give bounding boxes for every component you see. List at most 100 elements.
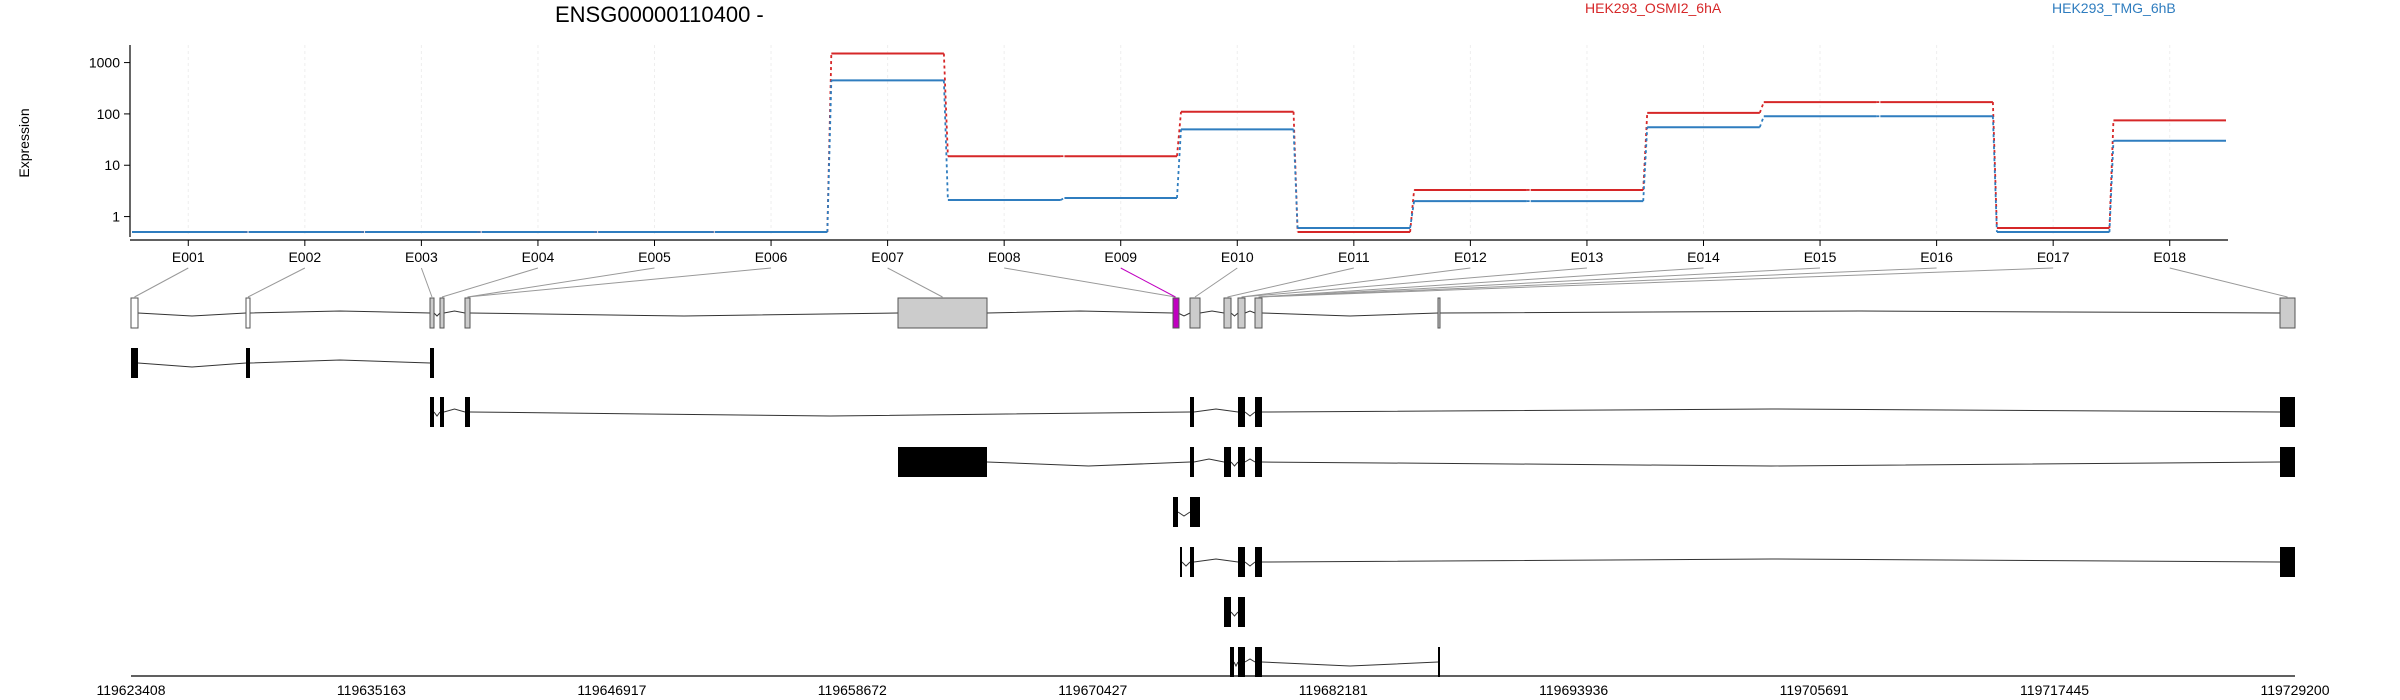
genomic-tick-label: 119693936	[1539, 682, 1608, 698]
transcript-3-exon	[1238, 447, 1245, 477]
x-tick-label-E007: E007	[871, 249, 904, 265]
gene-exon	[1223, 297, 1232, 329]
transcript-4-intron	[1177, 511, 1191, 517]
x-tick-label-E015: E015	[1804, 249, 1837, 265]
exon-link-E015	[1258, 267, 1821, 298]
gene-exon	[1189, 297, 1201, 329]
gene-exon	[464, 297, 471, 329]
transcript-4-exon	[1190, 497, 1200, 527]
transcript-4-exon	[1173, 497, 1178, 527]
exon-link-E006	[467, 267, 772, 298]
gene-intron	[1261, 312, 1439, 317]
legend-series-1: HEK293_OSMI2_6hA	[1585, 0, 1722, 16]
transcript-7-intron	[1244, 658, 1256, 663]
x-tick-label-E011: E011	[1338, 249, 1370, 265]
transcript-3-exon	[2280, 447, 2295, 477]
gene-exon	[1254, 297, 1263, 329]
exon-link-E001	[134, 267, 189, 298]
x-tick-label-E016: E016	[1920, 249, 1953, 265]
gene-intron	[1244, 310, 1256, 314]
exon-link-E018	[2169, 267, 2288, 298]
x-tick-label-E008: E008	[988, 249, 1021, 265]
transcript-2-exon	[1190, 397, 1194, 427]
transcript-3-exon	[1255, 447, 1262, 477]
genomic-tick-label: 119646917	[577, 682, 646, 698]
transcript-1-exon	[430, 348, 434, 378]
y-tick-label: 1	[112, 209, 120, 225]
gene-intron	[249, 310, 431, 314]
gene-intron	[433, 312, 441, 317]
exon-link-E009	[1120, 267, 1176, 298]
transcript-5-exon	[1238, 547, 1245, 577]
transcript-6-exon	[1238, 597, 1245, 627]
genomic-tick-label: 119729200	[2260, 682, 2329, 698]
gene-exon	[897, 297, 988, 329]
transcript-5-intron	[1244, 561, 1256, 567]
series-2-connector	[1292, 129, 1299, 228]
gene-intron	[1439, 310, 2281, 314]
gene-intron	[986, 310, 1174, 314]
series-2-connector	[1176, 129, 1182, 199]
x-tick-label-E003: E003	[405, 249, 438, 265]
exon-link-E002	[247, 267, 306, 298]
transcript-6-intron	[1230, 611, 1239, 617]
series-1-connector	[1758, 101, 1765, 114]
transcript-7-exon	[1238, 647, 1245, 677]
transcript-3-exon	[1190, 447, 1194, 477]
x-tick-label-E006: E006	[755, 249, 788, 265]
transcript-2-exon	[430, 397, 434, 427]
transcript-2-intron	[433, 411, 441, 417]
exon-link-E003	[420, 267, 433, 298]
x-tick-label-E014: E014	[1687, 249, 1720, 265]
transcript-2-intron	[1193, 408, 1239, 413]
transcript-7-exon	[1438, 647, 1440, 677]
transcript-2-exon	[1238, 397, 1245, 427]
gene-exon	[439, 297, 445, 329]
gene-intron	[443, 310, 466, 314]
gene-exon	[1437, 297, 1441, 329]
exon-link-E008	[1004, 267, 1176, 298]
legend-series-2: HEK293_TMG_6hB	[2052, 0, 2176, 16]
transcript-2-exon	[2280, 397, 2295, 427]
gene-exon	[130, 297, 139, 329]
transcript-1-exon	[246, 348, 250, 378]
genomic-tick-label: 119670427	[1058, 682, 1127, 698]
exon-link-E004	[441, 267, 539, 298]
genomic-tick-label: 119682181	[1299, 682, 1368, 698]
transcript-1-intron	[249, 359, 431, 364]
series-1-connector	[942, 53, 949, 157]
chart-title: ENSG00000110400 -	[555, 2, 764, 27]
exon-link-E007	[887, 267, 943, 298]
transcript-3-intron	[1244, 458, 1256, 463]
x-tick-label-E005: E005	[638, 249, 671, 265]
exon-link-E005	[467, 267, 655, 298]
series-1-connector	[1176, 111, 1182, 157]
transcript-6-exon	[1224, 597, 1231, 627]
transcript-1-intron	[137, 362, 247, 368]
y-tick-label: 100	[97, 106, 121, 122]
gene-intron	[137, 312, 247, 317]
genomic-tick-label: 119717445	[2020, 682, 2089, 698]
transcript-3-intron	[986, 461, 1191, 467]
series-2-connector	[1991, 116, 1998, 233]
gene-intron	[1230, 312, 1239, 317]
series-1-connector	[1409, 189, 1416, 233]
exon-link-E013	[1241, 267, 1587, 298]
transcript-7-exon	[1255, 647, 1262, 677]
x-tick-label-E009: E009	[1104, 249, 1137, 265]
transcript-5-exon	[1180, 547, 1182, 577]
transcript-3-intron	[1261, 461, 2281, 467]
transcript-1-exon	[131, 348, 138, 378]
gene-intron	[1199, 310, 1225, 314]
genomic-tick-label: 119705691	[1780, 682, 1849, 698]
genomic-tick-label: 119623408	[96, 682, 165, 698]
transcript-7-exon	[1230, 647, 1234, 677]
transcript-3-intron	[1193, 458, 1225, 463]
transcript-2-intron	[469, 411, 1191, 417]
transcript-7-intron	[1261, 661, 1439, 667]
transcript-7-intron	[1233, 661, 1239, 668]
transcript-5-exon	[2280, 547, 2295, 577]
transcript-5-exon	[1255, 547, 1262, 577]
exon-link-E014	[1258, 267, 1704, 298]
